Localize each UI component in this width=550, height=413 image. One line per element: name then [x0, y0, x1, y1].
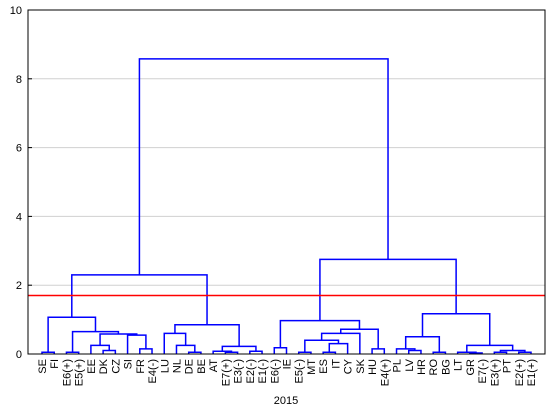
leaf-label: E1(+)	[526, 359, 538, 386]
y-tick-label: 10	[10, 5, 22, 17]
leaf-label: BE	[196, 359, 208, 374]
dendrogram-link	[138, 58, 389, 275]
y-tick-label: 0	[16, 349, 22, 361]
dendrogram-link	[408, 349, 422, 354]
leaf-label: FR	[135, 359, 147, 374]
leaf-label: E3(+)	[489, 359, 501, 386]
leaf-label: E5(+)	[74, 359, 86, 386]
leaf-label: E5(-)	[294, 359, 306, 383]
leaf-label: E4(-)	[147, 359, 159, 383]
dendrogram-link	[90, 344, 110, 354]
leaf-label: FI	[49, 359, 61, 369]
leaf-label: LV	[404, 358, 416, 371]
dendrogram-link	[126, 334, 147, 354]
leaf-label: PL	[392, 359, 404, 372]
leaf-label: HR	[416, 359, 428, 375]
leaf-label: E7(-)	[477, 359, 489, 383]
y-tick-label: 6	[16, 143, 22, 155]
dendrogram-link	[47, 316, 97, 353]
x-axis-label: 2015	[274, 395, 298, 407]
dendrogram-link	[395, 348, 416, 354]
dendrogram-link	[174, 324, 240, 347]
leaf-label: E3(-)	[233, 359, 245, 383]
leaf-label: E6(-)	[269, 359, 281, 383]
leaf-label: SK	[355, 358, 367, 373]
leaf-label: IE	[282, 359, 294, 369]
dendrogram-link	[421, 313, 491, 346]
leaf-label: ES	[318, 359, 330, 374]
leaf-label: SE	[37, 359, 49, 374]
dendrogram-link	[139, 348, 153, 354]
leaf-label: E1(-)	[257, 359, 269, 383]
leaf-label: GR	[465, 359, 477, 376]
leaf-label: EE	[86, 359, 98, 374]
leaf-label: LU	[159, 359, 171, 373]
leaf-label: DK	[98, 358, 110, 374]
leaf-label: DE	[184, 359, 196, 374]
leaf-label: CY	[343, 358, 355, 374]
leaf-label: MT	[306, 359, 318, 375]
leaf-label: NL	[171, 359, 183, 373]
leaf-label: SI	[123, 359, 135, 369]
y-tick-label: 4	[16, 211, 22, 223]
leaf-label: E4(+)	[379, 359, 391, 386]
leaf-label: LT	[453, 359, 465, 371]
y-tick-label: 8	[16, 74, 22, 86]
leaf-label: E2(+)	[514, 359, 526, 386]
leaf-label: AT	[208, 359, 220, 373]
leaf-label: E2(-)	[245, 359, 257, 383]
leaf-label: IT	[330, 359, 342, 369]
leaf-label: BG	[440, 359, 452, 375]
leaf-label: E7(+)	[220, 359, 232, 386]
y-tick-label: 2	[16, 280, 22, 292]
dendrogram-link	[163, 332, 187, 354]
dendrogram-link	[304, 339, 340, 353]
dendrogram-link	[273, 347, 288, 354]
leaf-label: HU	[367, 359, 379, 375]
leaf-label: PT	[502, 359, 514, 373]
dendrogram-link	[319, 258, 457, 321]
dendrogram-link	[102, 349, 117, 354]
leaf-label: E6(+)	[61, 359, 73, 386]
dendrogram-link	[371, 348, 386, 354]
leaf-label: CZ	[110, 359, 122, 374]
plot-frame	[27, 9, 546, 355]
leaf-label: RO	[428, 359, 440, 376]
